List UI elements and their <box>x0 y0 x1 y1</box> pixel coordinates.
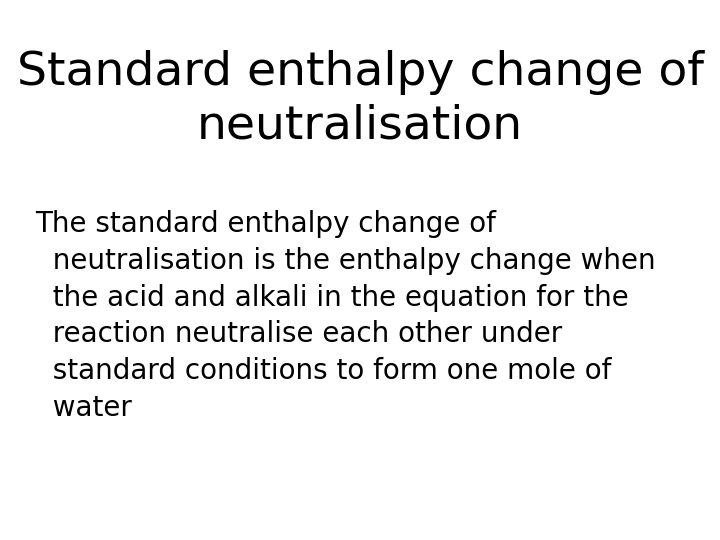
Text: The standard enthalpy change of
  neutralisation is the enthalpy change when
  t: The standard enthalpy change of neutrali… <box>35 210 656 422</box>
Text: Standard enthalpy change of
neutralisation: Standard enthalpy change of neutralisati… <box>17 50 703 148</box>
